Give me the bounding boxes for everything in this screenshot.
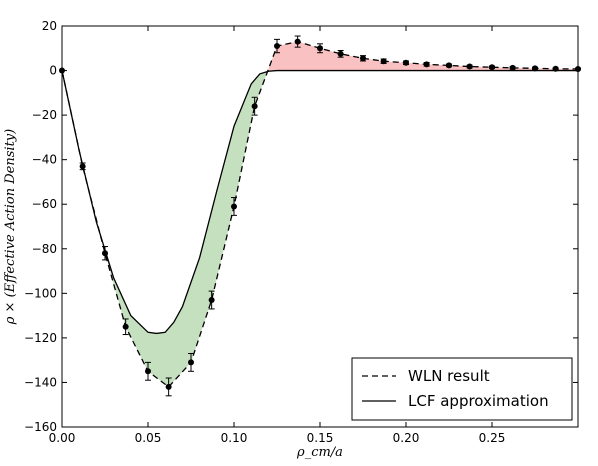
legend: WLN result LCF approximation [351,357,573,421]
x-tick-label: 0.20 [393,431,420,445]
legend-box [351,357,573,421]
data-point [251,103,258,110]
data-point [360,55,366,62]
data-point [466,63,473,70]
shaded-difference-areas [62,41,578,387]
x-tick-label: 0.05 [135,431,162,445]
y-axis-ticks: 20 0 −20 −40 −60 −80 −100 −120 −140 −160 [24,19,578,434]
y-tick-label: −60 [32,197,57,211]
data-point [79,163,86,170]
data-point [165,383,172,390]
error-bars [59,35,581,397]
y-tick-label: −100 [24,286,57,300]
data-point [552,65,559,72]
x-tick-label: 0.15 [307,431,334,445]
data-point [145,368,151,375]
y-tick-label: −80 [32,242,57,256]
data-point [489,64,495,71]
legend-label-lcf: LCF approximation [408,392,549,410]
y-tick-label: −140 [24,375,57,389]
data-point [446,62,452,69]
data-point [231,203,237,210]
data-point [423,61,430,68]
x-tick-label: 0.25 [479,431,506,445]
y-tick-label: −20 [32,108,57,122]
y-tick-label: −40 [32,153,57,167]
data-point [380,58,387,65]
y-axis-label: ρ × (Effective Action Density) [3,129,18,325]
data-point [274,43,280,50]
x-axis-ticks: 0.00 0.05 0.10 0.15 0.20 0.25 [49,26,506,445]
x-axis-label: ρ_cm/a [296,445,343,460]
y-tick-label: 0 [49,64,57,78]
y-tick-label: 20 [42,19,57,33]
fill-above-area [267,41,578,72]
data-point [294,38,301,45]
y-tick-label: −120 [24,331,57,345]
fill-below-area [62,70,268,387]
x-tick-label: 0.10 [221,431,248,445]
data-point [188,359,194,366]
data-point [208,297,215,304]
y-tick-label: −160 [24,420,57,434]
data-point [509,64,516,71]
x-tick-label: 0.00 [49,431,76,445]
data-point [532,65,538,72]
data-point [122,323,129,330]
data-point [102,250,108,257]
data-point [317,45,323,52]
series-line-lcf [61,69,578,335]
data-point [403,59,409,66]
legend-label-wln: WLN result [408,367,490,385]
data-point [337,50,344,57]
